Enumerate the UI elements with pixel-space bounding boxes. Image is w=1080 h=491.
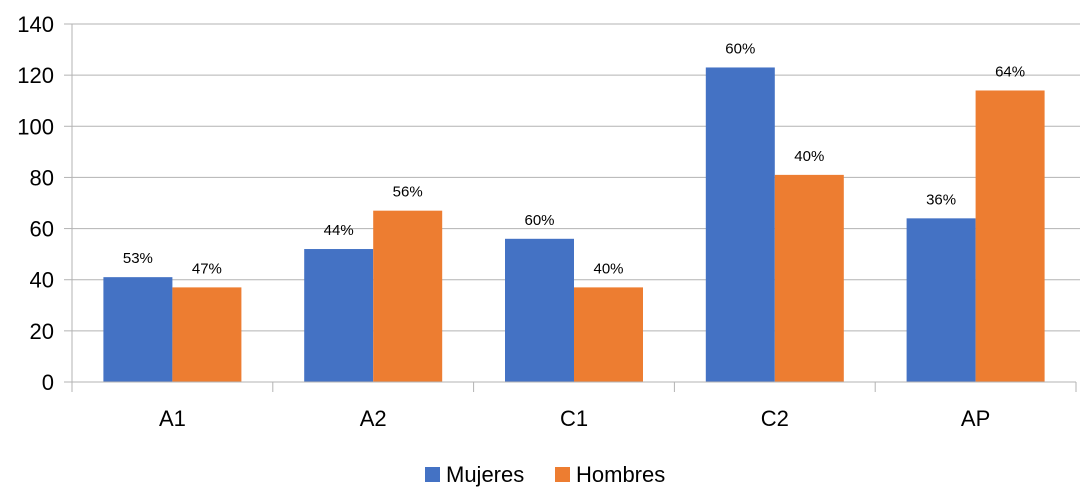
y-tick-label: 120 <box>17 63 54 88</box>
data-labels: 53% 47% 44% 56% 60% 40% 60% 40% 36% 64% <box>123 40 1025 277</box>
y-tick-label: 80 <box>30 165 54 190</box>
y-tick-label: 20 <box>30 319 54 344</box>
data-label: 40% <box>794 148 824 165</box>
x-axis-categories: A1 A2 C1 C2 AP <box>159 406 990 431</box>
y-tick-label: 0 <box>42 370 54 395</box>
data-label: 56% <box>393 184 423 201</box>
y-tick-label: 140 <box>17 12 54 37</box>
bar-hombres-c1 <box>574 287 643 382</box>
y-tick-label: 60 <box>30 217 54 242</box>
gridlines <box>72 23 1080 332</box>
legend: Mujeres Hombres <box>425 462 665 487</box>
y-tick-label: 40 <box>30 268 54 293</box>
bar-mujeres-a1 <box>103 277 173 382</box>
legend-label: Mujeres <box>446 462 524 487</box>
data-label: 36% <box>926 191 956 208</box>
x-category-label: C1 <box>560 406 588 431</box>
data-label: 53% <box>123 250 153 267</box>
bar-hombres-a1 <box>172 287 242 382</box>
bar-mujeres-c1 <box>505 238 574 382</box>
legend-swatch-hombres <box>555 467 570 482</box>
data-label: 47% <box>192 260 222 277</box>
data-label: 60% <box>725 40 755 57</box>
data-label: 40% <box>593 260 623 277</box>
data-label: 60% <box>524 212 554 229</box>
bars <box>103 67 1045 382</box>
bar-hombres-ap <box>975 90 1045 382</box>
legend-label: Hombres <box>576 462 665 487</box>
bar-mujeres-ap <box>906 218 976 382</box>
bar-mujeres-c2 <box>705 67 775 382</box>
data-label: 44% <box>324 222 354 239</box>
bar-hombres-a2 <box>373 210 443 382</box>
data-label: 64% <box>995 63 1025 80</box>
bar-hombres-c2 <box>774 174 844 382</box>
legend-swatch-mujeres <box>425 467 440 482</box>
x-category-label: C2 <box>761 406 789 431</box>
x-category-label: AP <box>961 406 990 431</box>
y-axis-ticks: 0 20 40 60 80 100 120 140 <box>17 12 72 395</box>
x-category-label: A2 <box>360 406 387 431</box>
bar-mujeres-a2 <box>304 249 374 382</box>
x-axis <box>71 24 1077 392</box>
y-tick-label: 100 <box>17 114 54 139</box>
x-category-label: A1 <box>159 406 186 431</box>
